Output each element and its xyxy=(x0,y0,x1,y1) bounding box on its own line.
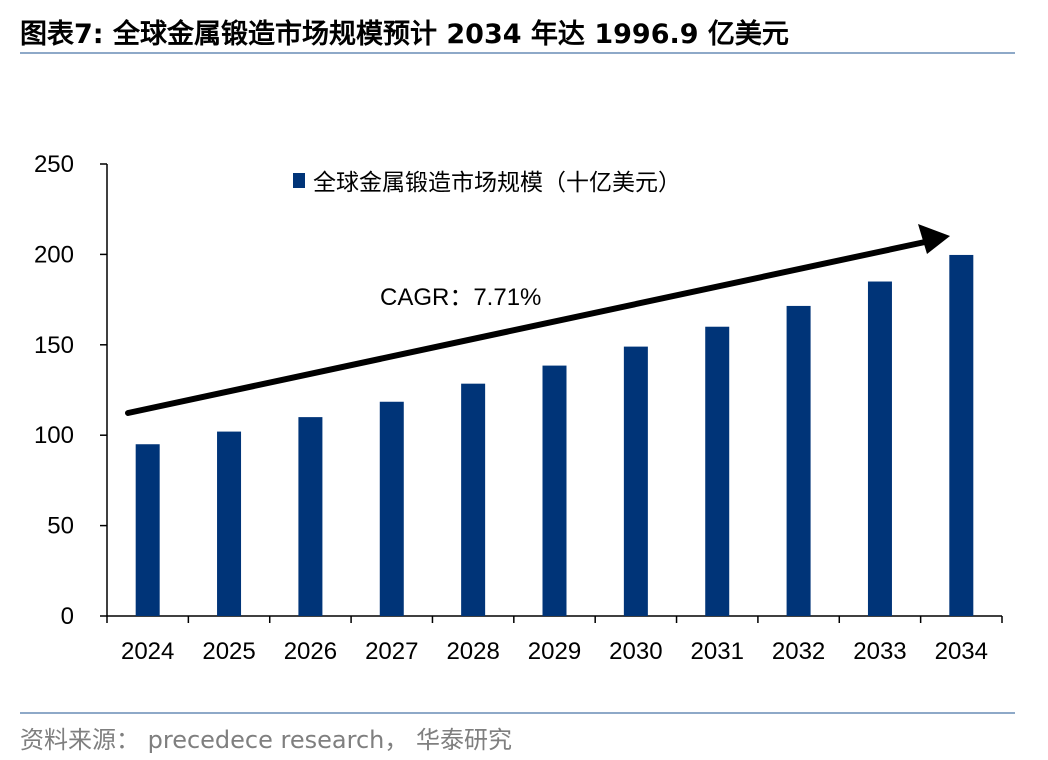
bar xyxy=(379,401,404,616)
y-tick-label: 100 xyxy=(34,422,74,449)
cagr-annotation: CAGR：7.71% xyxy=(125,224,950,416)
x-tick-label: 2025 xyxy=(202,638,255,665)
bar xyxy=(623,346,648,616)
x-tick-label: 2034 xyxy=(935,638,988,665)
source-note: 资料来源： precedece research， 华泰研究 xyxy=(20,726,512,754)
bar xyxy=(461,383,486,616)
legend-label: 全球金属锻造市场规模（十亿美元） xyxy=(313,170,681,196)
source-divider xyxy=(20,712,1015,714)
bar xyxy=(786,305,811,616)
trend-arrow-line xyxy=(125,239,928,416)
x-tick-label: 2026 xyxy=(284,638,337,665)
y-tick-label: 150 xyxy=(34,332,74,359)
x-tick-label: 2027 xyxy=(365,638,418,665)
chart-legend: 全球金属锻造市场规模（十亿美元） xyxy=(293,170,681,196)
bar-chart: 0 50 100 150 200 250 2024 2025 2026 2027 2028 2029 2… xyxy=(34,151,1003,665)
x-tick-label: 2032 xyxy=(772,638,825,665)
x-tick-label: 2031 xyxy=(691,638,744,665)
cagr-label: CAGR：7.71% xyxy=(380,284,541,311)
bar-series xyxy=(135,254,974,617)
bar xyxy=(705,326,730,616)
x-tick-label: 2029 xyxy=(528,638,581,665)
y-tick-label: 200 xyxy=(34,241,74,268)
bar xyxy=(217,431,242,616)
bar xyxy=(542,365,567,616)
chart-axes: 0 50 100 150 200 250 2024 2025 2026 2027 2028 2029 2… xyxy=(34,151,1003,665)
bar xyxy=(298,417,323,616)
x-tick-label: 2030 xyxy=(609,638,662,665)
x-tick-label: 2028 xyxy=(446,638,499,665)
x-tick-label: 2033 xyxy=(853,638,906,665)
y-tick-label: 0 xyxy=(61,603,74,630)
bar xyxy=(949,254,974,617)
legend-swatch xyxy=(293,173,305,188)
bar xyxy=(867,281,892,616)
y-tick-label: 50 xyxy=(47,513,74,540)
bar xyxy=(135,444,160,616)
title-divider xyxy=(20,52,1015,54)
x-tick-label: 2024 xyxy=(121,638,174,665)
trend-arrow-head xyxy=(918,224,950,254)
figure-title: 图表7: 全球金属锻造市场规模预计 2034 年达 1996.9 亿美元 xyxy=(20,19,789,50)
y-tick-label: 250 xyxy=(34,151,74,178)
